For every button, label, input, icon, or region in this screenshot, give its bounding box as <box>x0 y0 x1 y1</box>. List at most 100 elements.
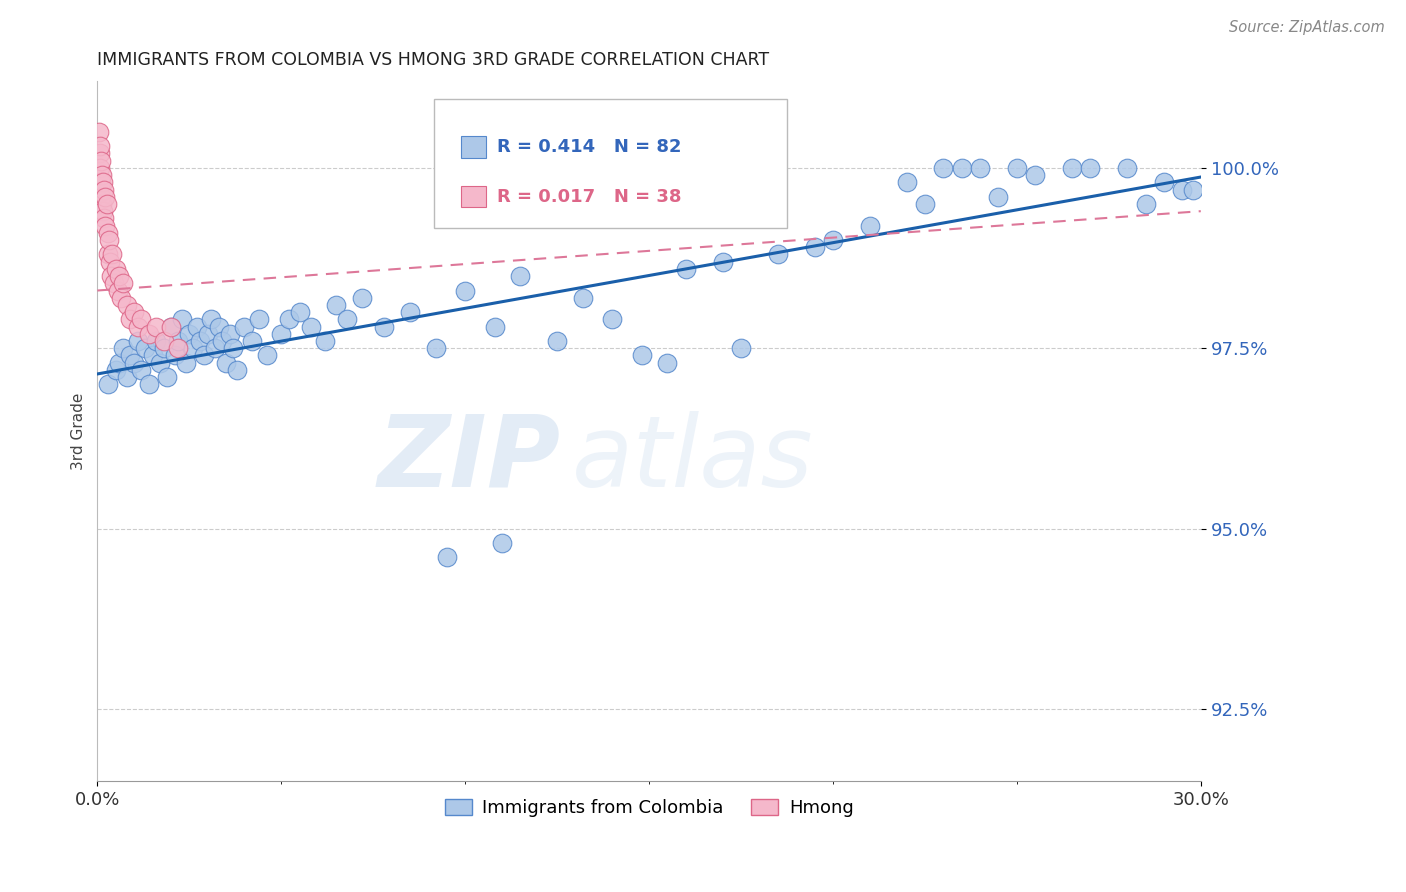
FancyBboxPatch shape <box>461 136 485 158</box>
Point <box>270 326 292 341</box>
Point <box>98 254 121 268</box>
Point <box>197 326 219 341</box>
Point <box>138 377 160 392</box>
Point <box>675 261 697 276</box>
Text: R = 0.414   N = 82: R = 0.414 N = 82 <box>496 138 682 156</box>
Point <box>108 356 131 370</box>
Point <box>91 175 114 189</box>
Point <box>186 319 208 334</box>
Point <box>107 284 129 298</box>
Point <box>145 334 167 348</box>
Point <box>104 261 127 276</box>
Point <box>91 204 114 219</box>
Point <box>211 334 233 348</box>
Point <box>97 226 120 240</box>
Point <box>932 161 955 175</box>
Point <box>97 247 120 261</box>
Point <box>89 146 111 161</box>
Point <box>509 269 531 284</box>
Point <box>711 254 734 268</box>
Point <box>352 291 374 305</box>
Point <box>89 139 111 153</box>
Point <box>1024 168 1046 182</box>
Point <box>859 219 882 233</box>
Point <box>987 190 1010 204</box>
Point <box>1080 161 1102 175</box>
Point <box>145 319 167 334</box>
Point <box>1005 161 1028 175</box>
Point <box>1171 182 1194 196</box>
Point <box>288 305 311 319</box>
Point <box>152 341 174 355</box>
Point <box>436 550 458 565</box>
Point <box>803 240 825 254</box>
Point <box>630 348 652 362</box>
Point <box>657 356 679 370</box>
Point <box>108 269 131 284</box>
Point <box>1182 182 1205 196</box>
Point <box>101 247 124 261</box>
Legend: Immigrants from Colombia, Hmong: Immigrants from Colombia, Hmong <box>437 792 860 824</box>
Point <box>93 190 115 204</box>
Y-axis label: 3rd Grade: 3rd Grade <box>72 392 86 470</box>
Point <box>215 356 238 370</box>
Point <box>969 161 991 175</box>
Point <box>90 190 112 204</box>
Point <box>181 341 204 355</box>
Point <box>149 356 172 370</box>
Text: R = 0.017   N = 38: R = 0.017 N = 38 <box>496 187 682 206</box>
Point <box>167 334 190 348</box>
Point <box>314 334 336 348</box>
Point <box>766 247 789 261</box>
FancyBboxPatch shape <box>461 186 485 208</box>
Point <box>1060 161 1083 175</box>
Point <box>131 312 153 326</box>
Point <box>208 319 231 334</box>
Point <box>179 326 201 341</box>
Point <box>120 312 142 326</box>
Point <box>336 312 359 326</box>
Point <box>112 277 135 291</box>
Point <box>115 370 138 384</box>
Point <box>247 312 270 326</box>
Point <box>152 334 174 348</box>
Point <box>160 319 183 334</box>
Point <box>218 326 240 341</box>
Point <box>454 284 477 298</box>
Point <box>572 291 595 305</box>
Point <box>89 161 111 175</box>
Point <box>131 363 153 377</box>
Point <box>167 341 190 355</box>
Point <box>112 341 135 355</box>
Point <box>90 175 112 189</box>
Point <box>141 348 163 362</box>
Point <box>93 182 115 196</box>
Point <box>170 312 193 326</box>
Point <box>134 341 156 355</box>
Point <box>120 348 142 362</box>
Point <box>104 363 127 377</box>
Point <box>138 326 160 341</box>
Point <box>1135 197 1157 211</box>
Point <box>110 291 132 305</box>
Point <box>277 312 299 326</box>
Point <box>299 319 322 334</box>
Point <box>240 334 263 348</box>
Point <box>950 161 973 175</box>
Point <box>484 319 506 334</box>
Point <box>122 305 145 319</box>
Point <box>97 377 120 392</box>
Point <box>100 269 122 284</box>
Text: Source: ZipAtlas.com: Source: ZipAtlas.com <box>1229 20 1385 35</box>
Point <box>600 312 623 326</box>
Text: ZIP: ZIP <box>378 410 561 508</box>
Point <box>115 298 138 312</box>
Point <box>93 211 115 226</box>
Point <box>226 363 249 377</box>
Point <box>233 319 256 334</box>
Point <box>256 348 278 362</box>
Point <box>204 341 226 355</box>
Point <box>90 153 112 168</box>
Point <box>90 168 112 182</box>
Point <box>200 312 222 326</box>
